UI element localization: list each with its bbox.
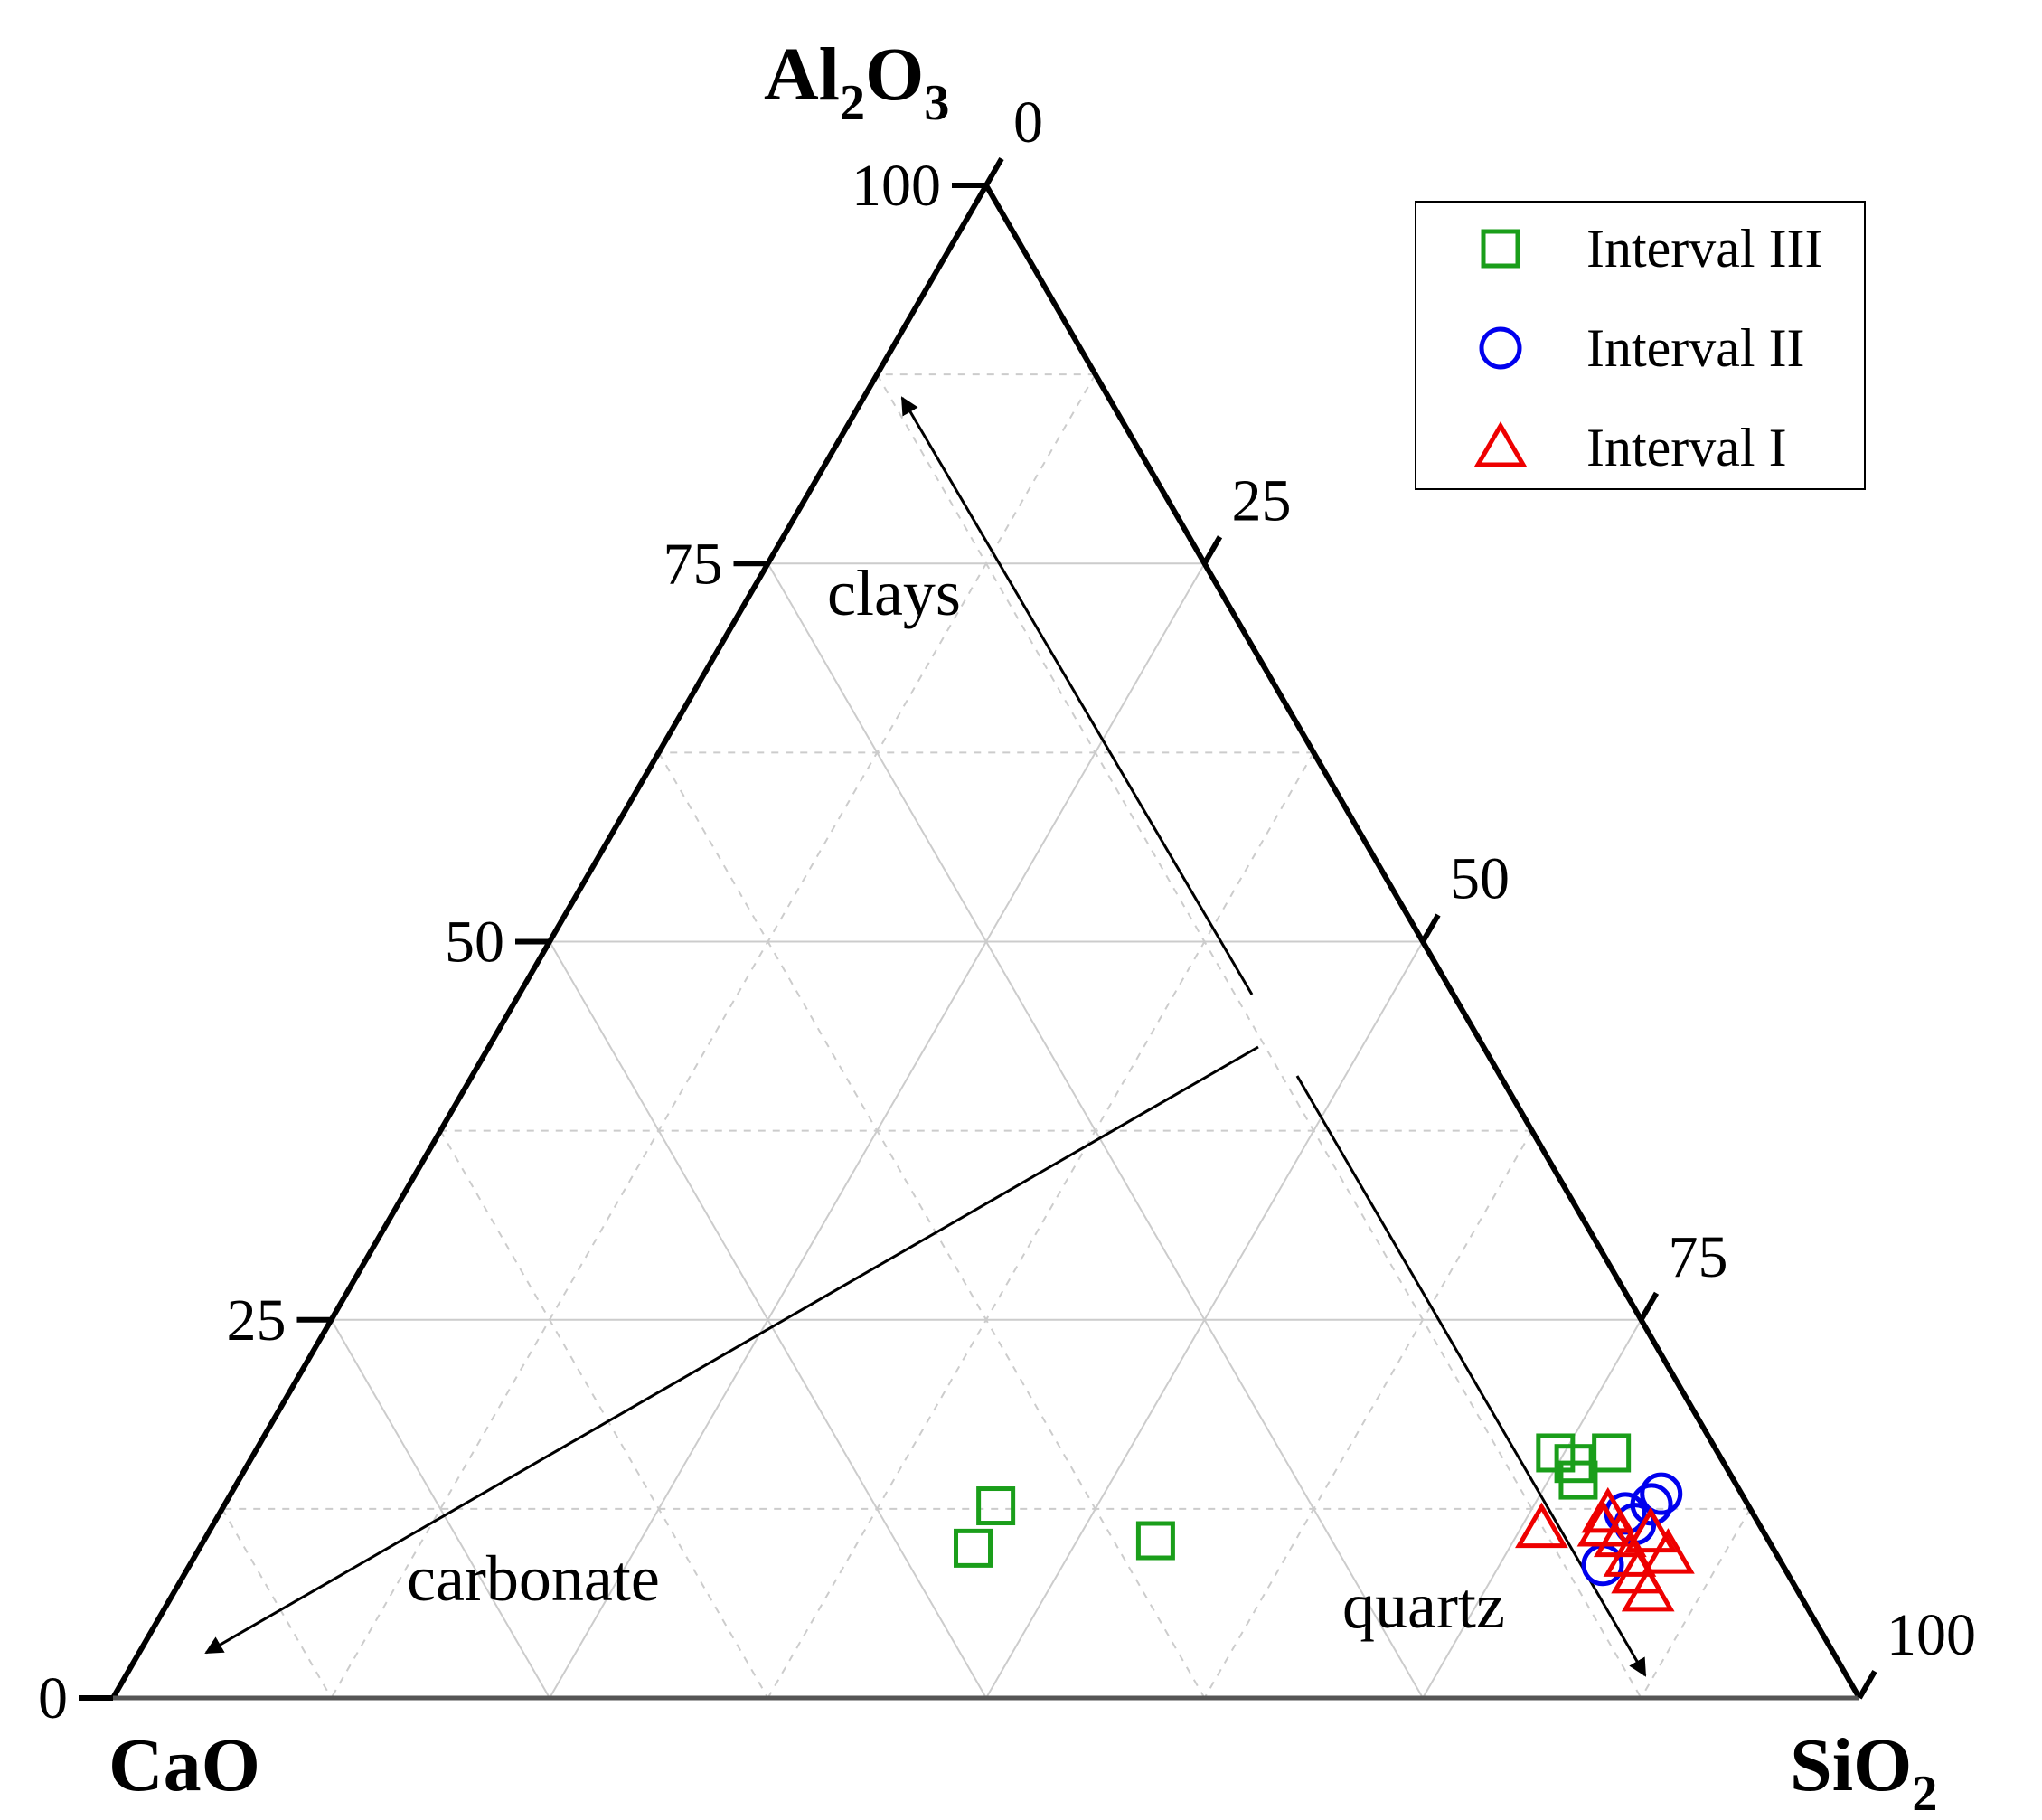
square-point: [1558, 1460, 1598, 1500]
circle-point: [1581, 1543, 1624, 1587]
legend-circle-icon: [1479, 326, 1522, 370]
square-point: [954, 1528, 993, 1568]
grid-line-sio2: [767, 751, 1315, 1699]
legend-label: Interval II: [1586, 318, 1805, 378]
triangle-point: [1642, 1528, 1695, 1574]
triangle-point: [1515, 1502, 1568, 1549]
grid-line-cao: [330, 1319, 550, 1699]
right-tick-label: 0: [1013, 90, 1043, 156]
data-points: [954, 1433, 1695, 1612]
triangle-point: [1621, 1565, 1675, 1612]
legend: Interval III Interval II Interval I: [1415, 201, 1866, 490]
right-tick: [983, 157, 1004, 187]
legend-items: Interval III Interval II Interval I: [1473, 219, 1823, 477]
right-tick: [1201, 535, 1223, 565]
right-tick: [1638, 1291, 1660, 1322]
triangle-point: [1581, 1486, 1635, 1533]
square-point: [1592, 1433, 1632, 1473]
circle-point: [1640, 1472, 1683, 1515]
clays-label: clays: [827, 557, 961, 629]
carbonate-label: carbonate: [407, 1542, 660, 1615]
axis-ticks: 0 0 25 25 50 50 75 75 100 100: [38, 90, 1976, 1731]
right-tick-label: 100: [1887, 1602, 1976, 1668]
legend-triangle-icon: [1473, 421, 1528, 467]
square-point: [976, 1486, 1016, 1526]
left-tick-label: 0: [38, 1665, 68, 1731]
left-tick-label: 25: [227, 1287, 287, 1353]
grid-line-cao: [657, 751, 1206, 1699]
grid-lines: [221, 373, 1752, 1699]
legend-label: Interval III: [1586, 219, 1823, 278]
grid-line-cao: [221, 1508, 333, 1699]
right-tick-label: 75: [1669, 1224, 1728, 1290]
right-axis-label: SiO2: [1790, 1723, 1937, 1820]
carbonate-arrow: [204, 1045, 1259, 1655]
grid-line-sio2: [330, 373, 1096, 1699]
left-tick-label: 75: [663, 531, 723, 597]
top-axis-label: Al2O3: [764, 33, 949, 131]
triangle-point: [1623, 1506, 1678, 1553]
quartz-label: quartz: [1342, 1570, 1505, 1642]
left-axis-label: CaO: [108, 1723, 260, 1807]
right-tick: [1857, 1670, 1877, 1700]
grid-line-cao: [876, 373, 1642, 1699]
right-tick: [1420, 913, 1441, 944]
legend-square-icon: [1481, 229, 1520, 269]
grid-line-sio2: [985, 940, 1424, 1699]
grid-line-sio2: [1422, 1319, 1642, 1699]
grid-line-sio2: [1640, 1508, 1752, 1699]
left-tick-label: 100: [852, 153, 941, 219]
right-tick-label: 25: [1232, 467, 1292, 533]
clays-arrow: [900, 396, 1254, 995]
grid-line-cao: [549, 940, 987, 1699]
square-point: [1135, 1521, 1175, 1561]
left-tick-label: 50: [445, 910, 504, 976]
right-tick-label: 50: [1450, 846, 1510, 912]
legend-label: Interval I: [1586, 418, 1787, 477]
